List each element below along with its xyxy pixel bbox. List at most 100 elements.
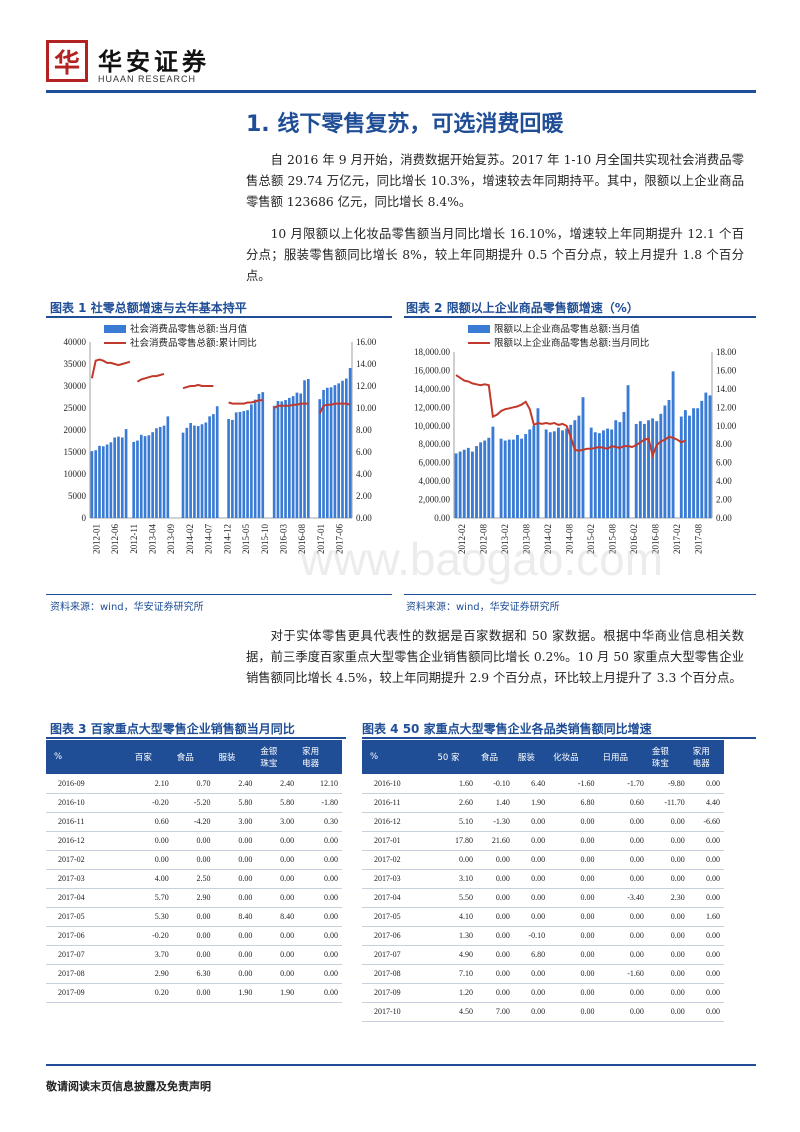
y-tick-label-right: 4.00 bbox=[356, 469, 372, 479]
y-tick-label-left: 14,000.00 bbox=[414, 384, 451, 394]
table-cell: 0.00 bbox=[598, 812, 648, 832]
y-tick-label-right: 10.00 bbox=[356, 403, 377, 413]
y-tick-label-right: 0.00 bbox=[716, 513, 732, 523]
table-cell: 0.00 bbox=[298, 945, 342, 965]
table-cell: 1.20 bbox=[433, 983, 478, 1003]
table-cell: 0.00 bbox=[513, 850, 550, 870]
y-tick-label-right: 16.00 bbox=[716, 365, 737, 375]
table-cell: 0.00 bbox=[647, 945, 689, 965]
table-cell: 6.40 bbox=[513, 774, 550, 794]
x-tick-label: 2014-07 bbox=[204, 524, 214, 554]
bar bbox=[671, 371, 675, 518]
table-cell: 0.00 bbox=[647, 869, 689, 889]
table-cell: -9.80 bbox=[647, 774, 689, 794]
figure-1-title: 图表 1 社零总额增速与去年基本持平 bbox=[50, 301, 247, 315]
bar bbox=[614, 420, 618, 518]
y-tick-label-left: 0 bbox=[82, 513, 87, 523]
bar bbox=[158, 426, 162, 518]
table-cell: 2017-04 bbox=[362, 888, 434, 908]
table-cell: 0.00 bbox=[298, 983, 342, 1003]
bar bbox=[231, 419, 234, 518]
bar bbox=[704, 392, 708, 518]
table-cell: 5.30 bbox=[130, 907, 173, 927]
legend-label: 限额以上企业商品零售总额:当月值 bbox=[494, 323, 640, 335]
table-cell: 0.00 bbox=[214, 888, 257, 908]
bar bbox=[162, 425, 166, 518]
x-tick-label: 2016-03 bbox=[279, 524, 289, 554]
table-cell: 6.80 bbox=[549, 793, 599, 813]
table-cell: 4.10 bbox=[433, 907, 478, 927]
bar bbox=[318, 399, 322, 518]
table-cell: 2.30 bbox=[647, 888, 689, 908]
table-cell: 0.00 bbox=[688, 964, 724, 984]
bar bbox=[659, 413, 663, 518]
table-cell: 2017-05 bbox=[362, 907, 434, 927]
table-cell: 0.00 bbox=[688, 831, 724, 851]
logo-char: 华 bbox=[53, 48, 80, 79]
bar bbox=[548, 432, 552, 518]
bar bbox=[683, 410, 687, 518]
x-tick-label: 2016-08 bbox=[297, 524, 307, 554]
table-cell: 0.00 bbox=[214, 926, 257, 946]
table-row: 2016-11 0.60 -4.20 3.00 3.00 0.30 bbox=[46, 812, 342, 832]
table-cell: 0.00 bbox=[477, 964, 514, 984]
table-cell: 0.00 bbox=[172, 945, 215, 965]
bar bbox=[642, 423, 646, 518]
bar bbox=[124, 429, 128, 518]
x-tick-label: 2014-02 bbox=[543, 524, 553, 554]
table-cell: 1.60 bbox=[688, 907, 724, 927]
bar bbox=[667, 399, 671, 518]
table-cell: -1.70 bbox=[598, 774, 648, 794]
table-row: 2017-05 4.10 0.00 0.00 0.00 0.00 0.00 1.60 bbox=[362, 907, 724, 927]
table-cell: 0.00 bbox=[477, 983, 514, 1003]
table-cell: 3.00 bbox=[214, 812, 257, 832]
table-header-cell: % bbox=[46, 740, 131, 774]
bar bbox=[556, 427, 560, 518]
bar bbox=[250, 404, 253, 518]
table-cell: 0.00 bbox=[130, 831, 173, 851]
table-cell: 2017-05 bbox=[46, 907, 131, 927]
table-cell: 2016-12 bbox=[46, 831, 131, 851]
table-cell: 2017-01 bbox=[362, 831, 434, 851]
bar bbox=[204, 422, 208, 518]
y-tick-label-right: 2.00 bbox=[356, 491, 372, 501]
table-cell: 0.20 bbox=[130, 983, 173, 1003]
table-cell: 8.40 bbox=[214, 907, 257, 927]
y-tick-label-right: 6.00 bbox=[716, 458, 732, 468]
table-cell: 7.10 bbox=[433, 964, 478, 984]
table-cell: 0.00 bbox=[549, 831, 599, 851]
table-cell: 0.00 bbox=[598, 907, 648, 927]
bar bbox=[284, 400, 287, 518]
table-cell: -3.40 bbox=[598, 888, 648, 908]
table-cell: 0.00 bbox=[256, 945, 299, 965]
table-cell: 0.00 bbox=[513, 964, 550, 984]
bar bbox=[499, 438, 503, 518]
y-tick-label-right: 2.00 bbox=[716, 495, 732, 505]
x-tick-label: 2016-02 bbox=[629, 524, 639, 554]
bar bbox=[589, 427, 593, 518]
bar bbox=[602, 430, 605, 518]
bar bbox=[565, 428, 569, 518]
bar bbox=[344, 378, 348, 518]
table-row: 2017-10 4.50 7.00 0.00 0.00 0.00 0.00 0.00 bbox=[362, 1002, 724, 1022]
table-cell: 0.00 bbox=[214, 869, 257, 889]
table-cell: 0.00 bbox=[214, 945, 257, 965]
bar bbox=[520, 438, 524, 518]
table-cell: 6.30 bbox=[172, 964, 215, 984]
bar bbox=[528, 429, 532, 518]
table-cell: 0.00 bbox=[549, 983, 599, 1003]
bar bbox=[291, 396, 295, 518]
table-cell: 0.00 bbox=[433, 850, 478, 870]
bar bbox=[679, 416, 683, 518]
bar bbox=[503, 440, 507, 518]
table-row: 2017-09 1.20 0.00 0.00 0.00 0.00 0.00 0.00 bbox=[362, 983, 724, 1003]
bar bbox=[597, 433, 601, 518]
table-cell: -5.20 bbox=[172, 793, 215, 813]
table-cell: 0.00 bbox=[598, 869, 648, 889]
table-cell: -1.60 bbox=[549, 774, 599, 794]
table-cell: 0.00 bbox=[688, 1002, 724, 1022]
table-cell: 0.00 bbox=[549, 926, 599, 946]
y-tick-label-right: 10.00 bbox=[716, 421, 737, 431]
bar bbox=[143, 436, 147, 518]
table-cell: 0.00 bbox=[477, 869, 514, 889]
